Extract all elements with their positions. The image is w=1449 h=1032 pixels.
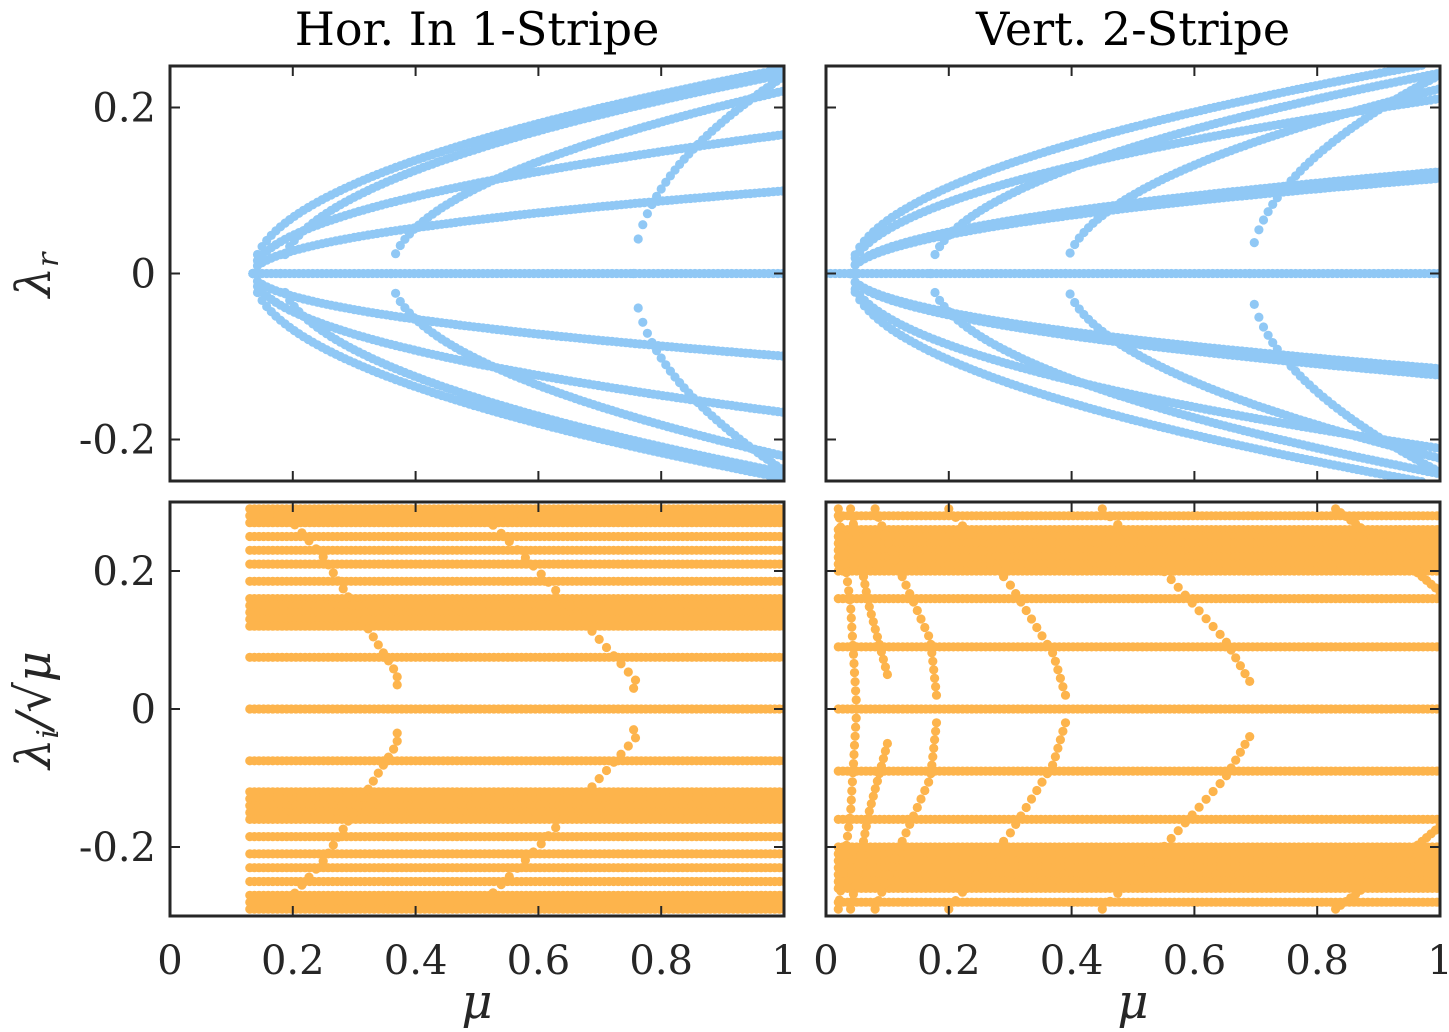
point-branch6 <box>661 177 671 187</box>
point-branch6 <box>776 73 784 83</box>
point-branch5 <box>391 288 401 298</box>
point-branch4 <box>275 268 286 279</box>
point-branch6 <box>642 209 653 219</box>
data-points <box>826 66 1440 481</box>
point-branch6 <box>633 234 643 244</box>
point-branch2 <box>777 407 784 417</box>
point-branch6 <box>652 346 662 356</box>
point-branch6 <box>1065 248 1075 258</box>
point-branch6 <box>633 303 643 313</box>
point-branch5 <box>777 451 784 461</box>
point-branch7 <box>1433 466 1440 476</box>
point-branch6 <box>1433 453 1440 463</box>
point-branch7 <box>1433 71 1440 81</box>
point-branch6 <box>652 191 662 201</box>
y-tick-label: 0.2 <box>92 86 156 132</box>
point-branch6 <box>656 184 666 194</box>
point-branch7 <box>1263 207 1273 217</box>
point-branch7 <box>1249 238 1259 248</box>
point-branch6 <box>1065 289 1075 299</box>
point-branch7 <box>1245 268 1255 279</box>
point-branch6 <box>1070 239 1080 250</box>
point-branch7 <box>1249 299 1259 309</box>
point-branch3 <box>777 186 784 196</box>
top-left-panel: -0.2 0 0.2 <box>79 64 786 483</box>
point-branch5 <box>391 249 401 259</box>
point-branch6 <box>776 464 784 474</box>
point-branch6 <box>638 220 648 230</box>
point-branch7 <box>1258 322 1269 332</box>
point-branch3 <box>777 351 784 361</box>
point-branch3 <box>248 268 258 279</box>
point-branch7 <box>1268 338 1278 348</box>
data-points <box>248 66 784 481</box>
data-points <box>245 504 784 914</box>
point-branch6 <box>647 337 657 348</box>
point-branch6 <box>629 268 639 279</box>
point-branch7 <box>1258 215 1269 225</box>
point-branch5 <box>930 249 940 260</box>
point-branch6 <box>647 199 657 210</box>
top-right-panel <box>824 64 1442 483</box>
point-branch7 <box>1254 312 1264 322</box>
point-branch6 <box>1433 84 1440 94</box>
point-branch6 <box>656 353 666 363</box>
point-branch5 <box>777 86 784 96</box>
point-branch4 <box>280 249 290 260</box>
point-branch7 <box>1263 330 1273 340</box>
point-branch6 <box>638 317 648 327</box>
point-branch5 <box>925 268 936 279</box>
point-branch4 <box>846 268 856 279</box>
y-tick-label: -0.2 <box>79 418 156 464</box>
point-branch5 <box>386 268 396 279</box>
point-branch6 <box>1060 268 1071 279</box>
point-branch7 <box>1254 225 1264 235</box>
point-branch7 <box>1268 199 1278 209</box>
point-branch6 <box>642 328 653 338</box>
point-branch5 <box>930 287 940 298</box>
point-branch6 <box>1070 297 1080 308</box>
point-branch6 <box>661 360 671 370</box>
y-tick-label: 0 <box>131 252 156 298</box>
point-branch2 <box>777 130 784 140</box>
bottom-left-panel: 0 0.2 0.4 0.6 0.8 1-0.200.2 <box>79 500 797 984</box>
point-branch4 <box>280 287 290 298</box>
